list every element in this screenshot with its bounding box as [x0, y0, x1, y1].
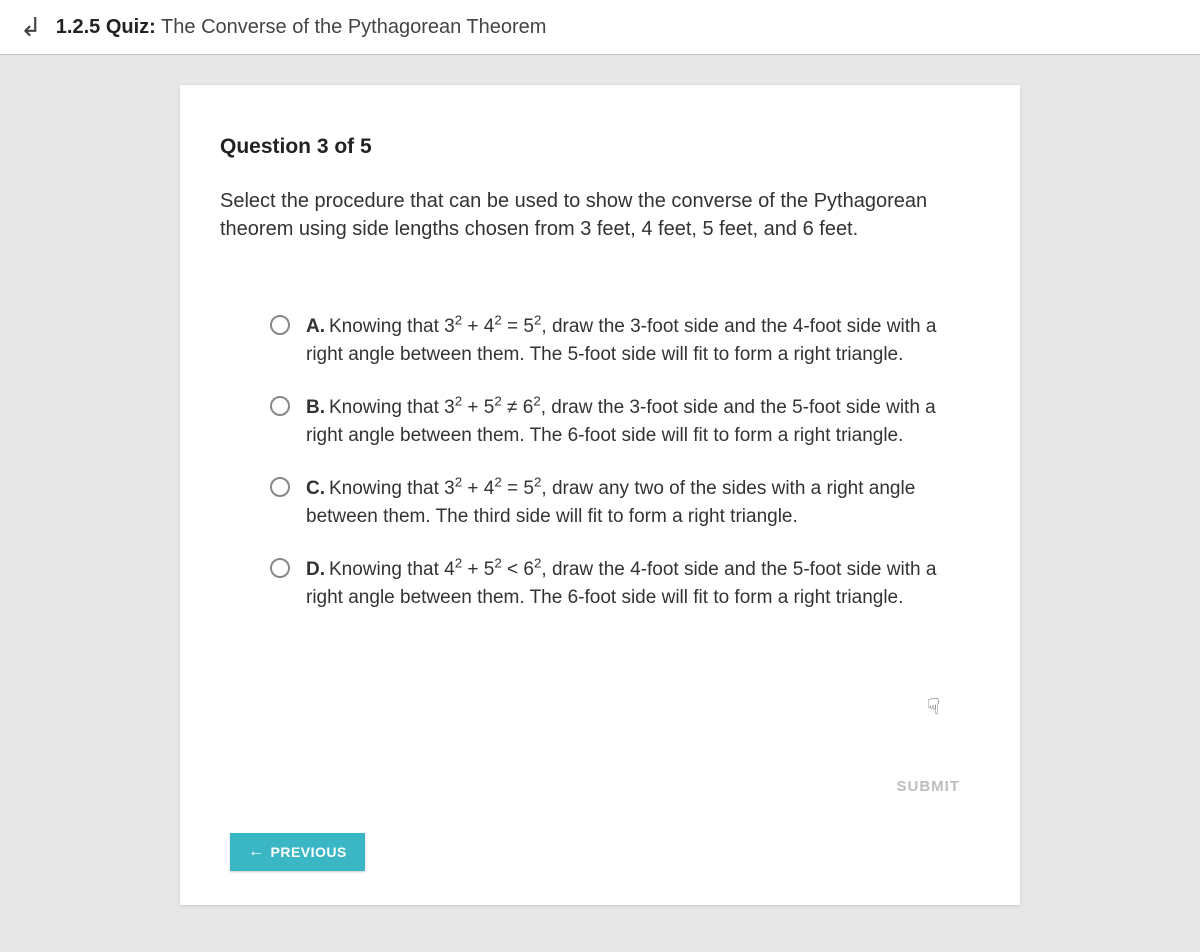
option-b[interactable]: B.Knowing that 32 + 52 ≠ 62, draw the 3-…: [270, 394, 960, 449]
cursor-icon: ☟: [927, 694, 940, 720]
option-letter: A.: [306, 316, 325, 337]
radio-c[interactable]: [270, 477, 290, 497]
question-prompt: Select the procedure that can be used to…: [220, 187, 960, 243]
option-letter: D.: [306, 559, 325, 580]
option-a[interactable]: A.Knowing that 32 + 42 = 52, draw the 3-…: [270, 313, 960, 368]
content-wrap: Question 3 of 5 Select the procedure tha…: [0, 55, 1200, 905]
quiz-card: Question 3 of 5 Select the procedure tha…: [180, 85, 1020, 905]
radio-b[interactable]: [270, 396, 290, 416]
radio-a[interactable]: [270, 315, 290, 335]
option-d[interactable]: D.Knowing that 42 + 52 < 62, draw the 4-…: [270, 556, 960, 611]
options-list: A.Knowing that 32 + 42 = 52, draw the 3-…: [220, 313, 960, 611]
option-c[interactable]: C.Knowing that 32 + 42 = 52, draw any tw…: [270, 475, 960, 530]
question-index: Question 3 of 5: [220, 135, 960, 159]
option-b-text: B.Knowing that 32 + 52 ≠ 62, draw the 3-…: [306, 394, 960, 449]
page-title: 1.2.5 Quiz: The Converse of the Pythagor…: [56, 16, 547, 39]
button-row: ← PREVIOUS: [230, 833, 970, 871]
quiz-title: The Converse of the Pythagorean Theorem: [161, 16, 546, 38]
previous-button[interactable]: ← PREVIOUS: [230, 833, 365, 871]
app-window: ↳ 1.2.5 Quiz: The Converse of the Pythag…: [0, 0, 1200, 952]
radio-d[interactable]: [270, 558, 290, 578]
back-icon[interactable]: ↳: [20, 14, 42, 40]
option-letter: C.: [306, 478, 325, 499]
section-number: 1.2.5: [56, 16, 100, 38]
option-d-text: D.Knowing that 42 + 52 < 62, draw the 4-…: [306, 556, 960, 611]
submit-button[interactable]: SUBMIT: [897, 778, 961, 795]
arrow-left-icon: ←: [248, 843, 265, 861]
quiz-label: Quiz:: [106, 16, 156, 38]
option-a-text: A.Knowing that 32 + 42 = 52, draw the 3-…: [306, 313, 960, 368]
option-letter: B.: [306, 397, 325, 418]
previous-label: PREVIOUS: [271, 844, 347, 860]
option-c-text: C.Knowing that 32 + 42 = 52, draw any tw…: [306, 475, 960, 530]
header-bar: ↳ 1.2.5 Quiz: The Converse of the Pythag…: [0, 0, 1200, 55]
